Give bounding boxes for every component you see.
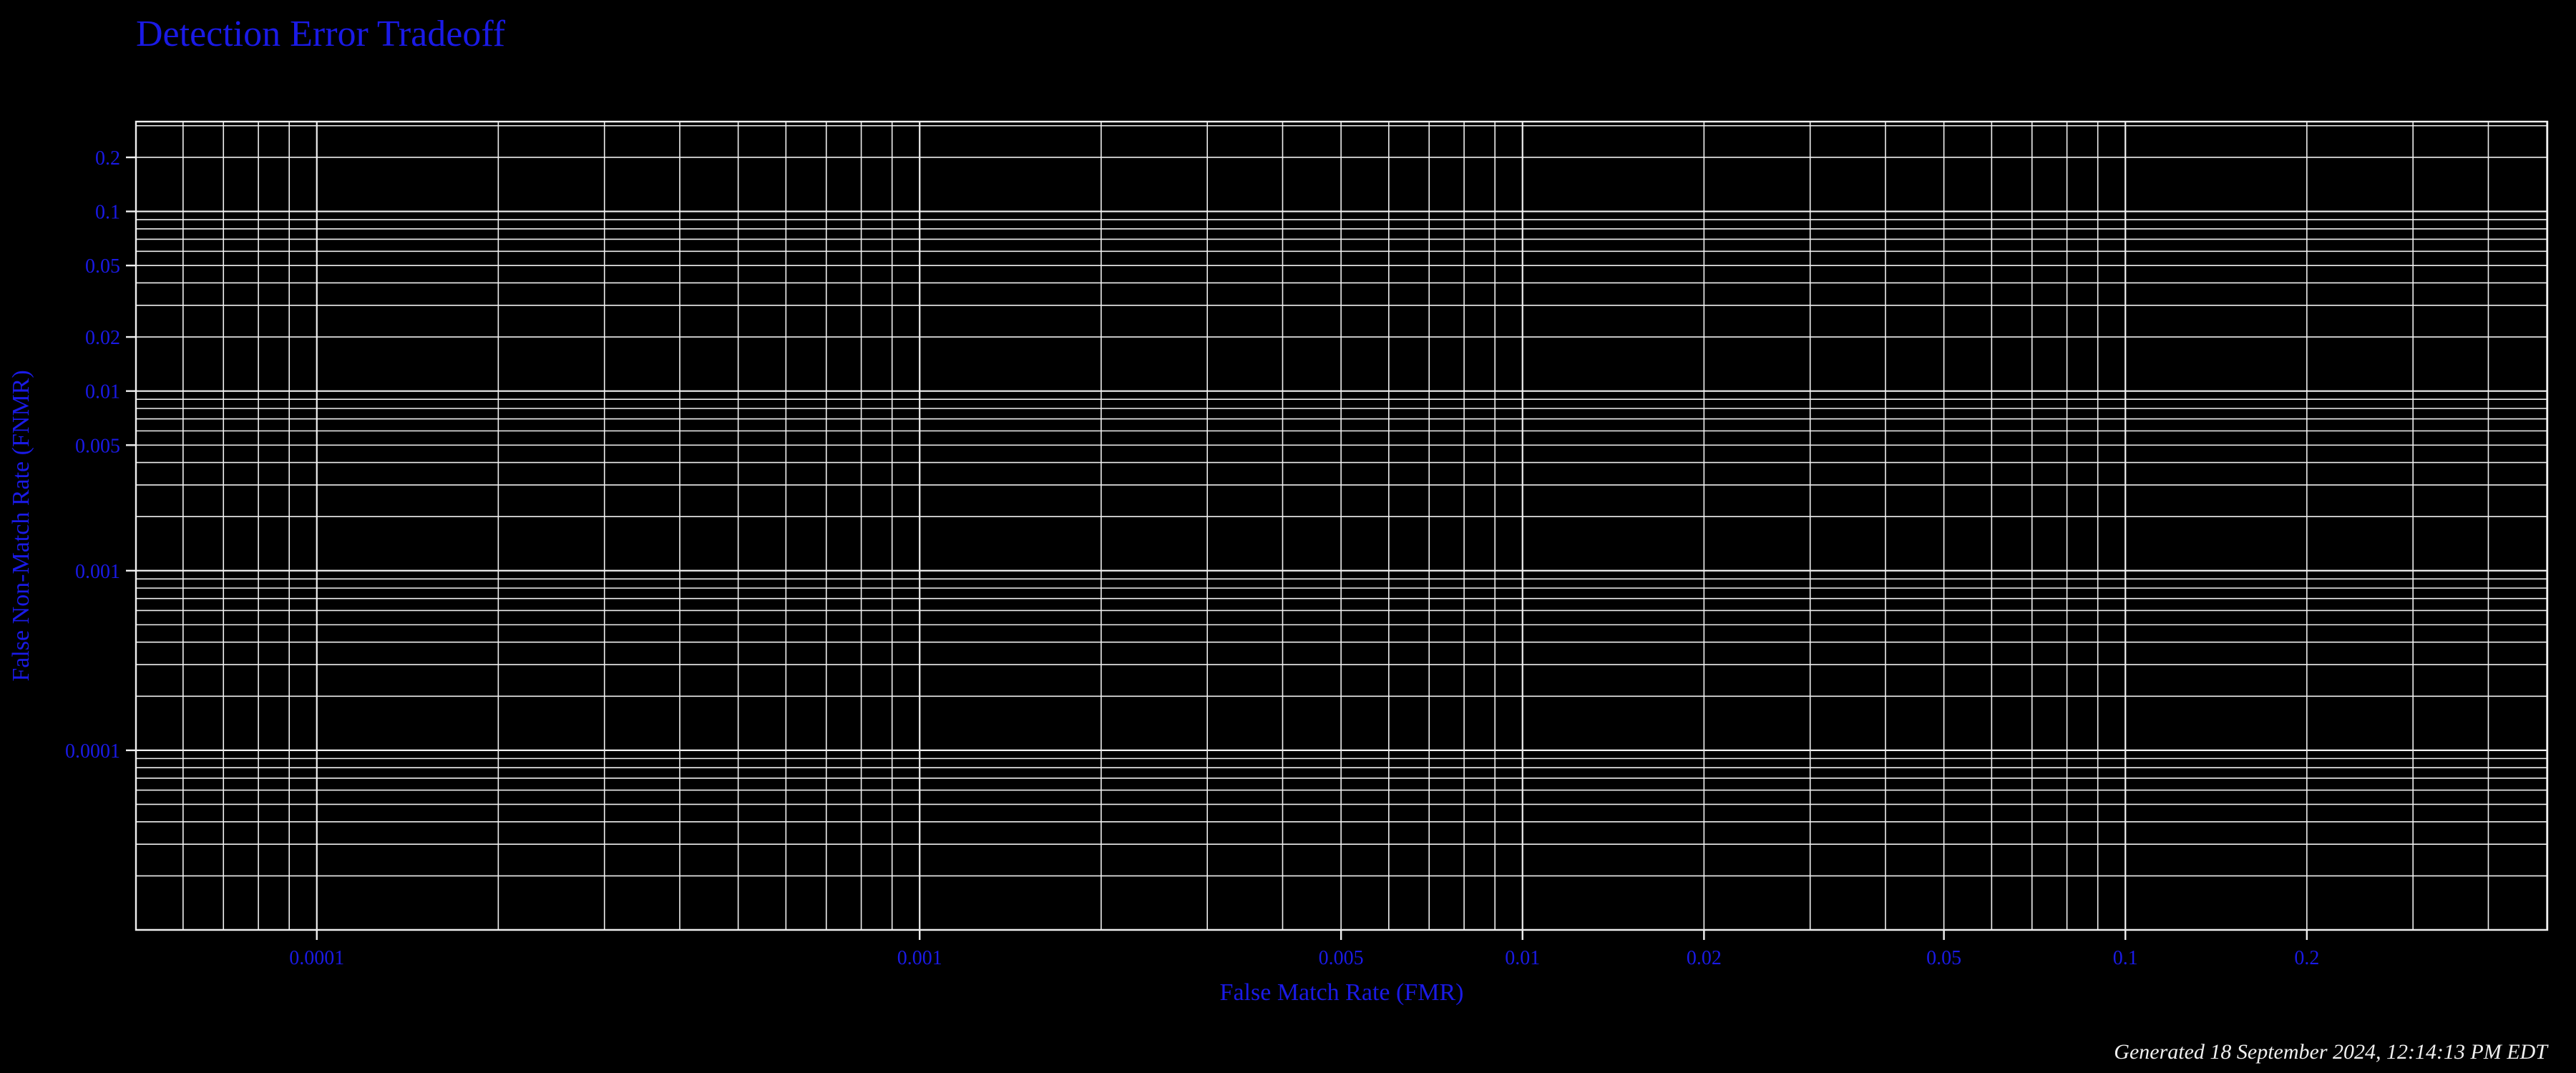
generated-timestamp: Generated 18 September 2024, 12:14:13 PM… [2114,1040,2549,1064]
y-tick-label: 0.001 [75,561,120,583]
x-tick-label: 0.1 [2113,947,2138,969]
y-axis-label: False Non-Match Rate (FNMR) [8,370,34,681]
x-tick-label: 0.0001 [289,947,344,969]
y-tick-label: 0.1 [95,202,120,224]
x-tick-label: 0.01 [1505,947,1540,969]
chart-title: Detection Error Tradeoff [136,14,506,54]
x-tick-label: 0.2 [2294,947,2319,969]
x-tick-label: 0.05 [1926,947,1961,969]
y-tick-label: 0.005 [75,435,120,457]
y-tick-label: 0.02 [85,327,120,349]
x-tick-label: 0.001 [897,947,942,969]
det-chart: 0.0001 0.001 0.005 0.01 0.02 0.05 0.1 0.2 0.0001… [0,0,2576,1073]
y-tick-label: 0.2 [95,147,120,170]
x-tick-label: 0.02 [1687,947,1722,969]
x-tick-label: 0.005 [1319,947,1364,969]
y-tick-label: 0.01 [85,381,120,403]
y-tick-label: 0.05 [85,255,120,278]
x-axis-label: False Match Rate (FMR) [1220,979,1464,1006]
y-tick-label: 0.0001 [65,740,120,763]
